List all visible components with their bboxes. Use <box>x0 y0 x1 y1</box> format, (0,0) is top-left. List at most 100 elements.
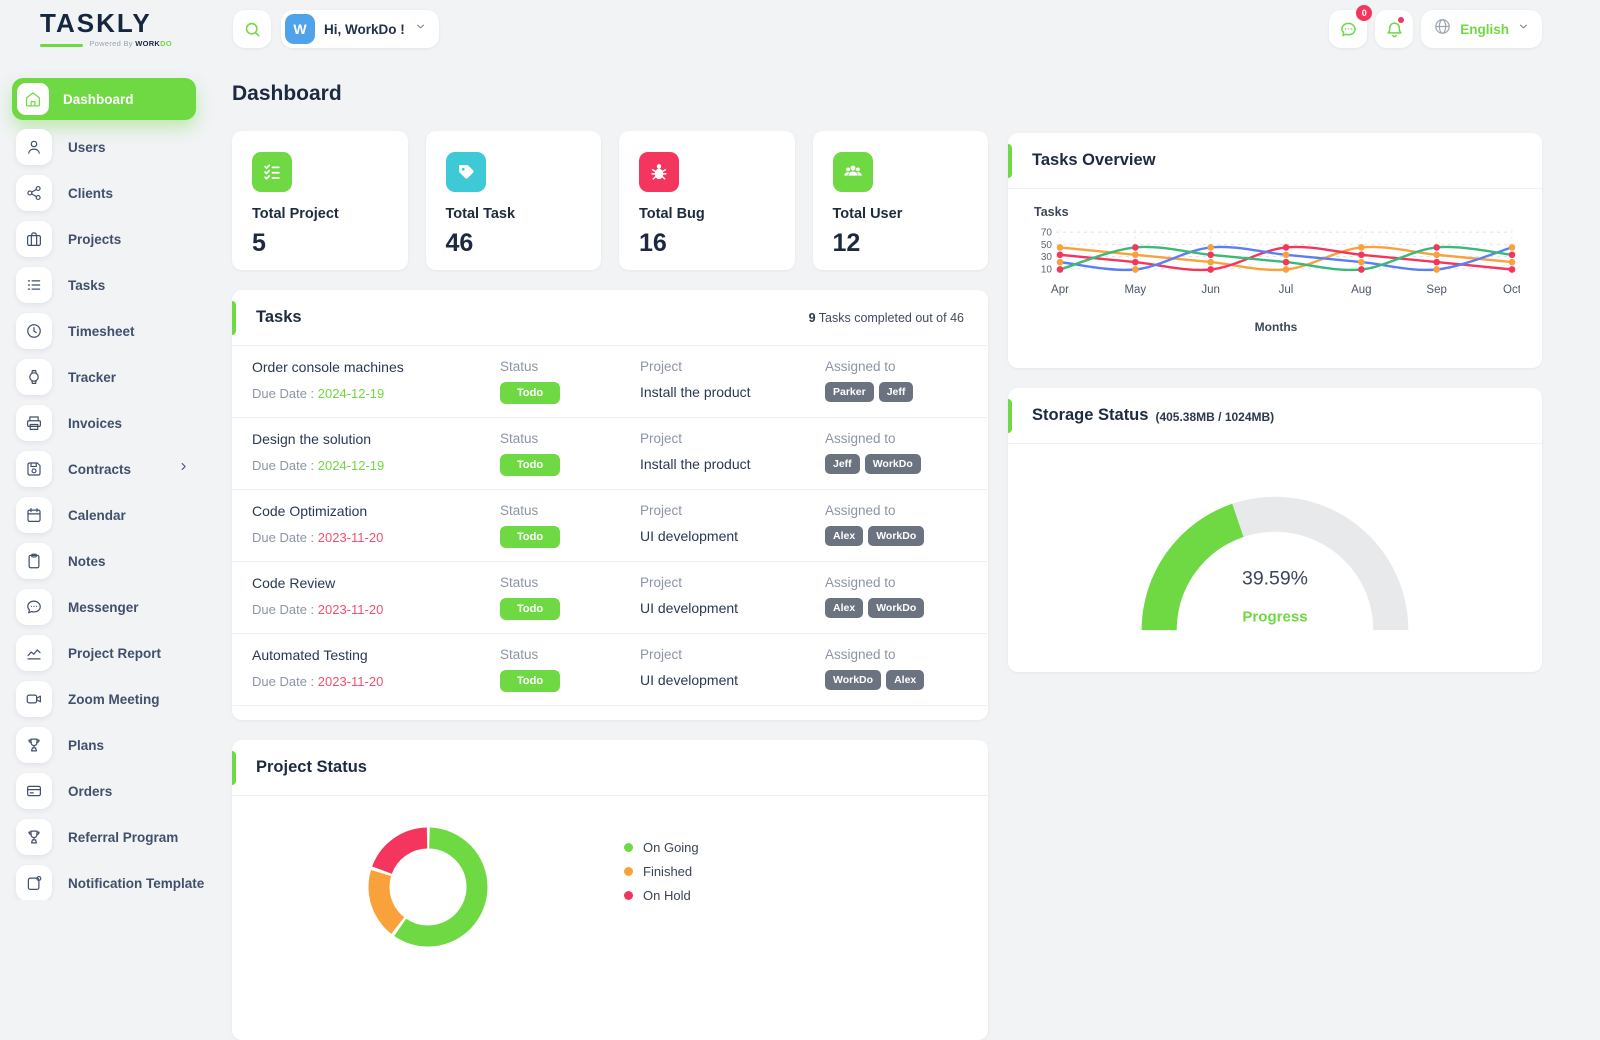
sidebar-item-users[interactable]: Users <box>12 124 208 170</box>
task-status-col: Status Todo <box>500 503 640 548</box>
project-label: Project <box>640 647 683 662</box>
project-status-body: On Going Finished On Hold <box>232 796 988 1040</box>
chevron-right-icon <box>177 460 190 478</box>
task-name: Automated Testing <box>252 647 368 663</box>
task-name: Code Review <box>252 575 336 591</box>
task-assigned-col: Assigned to Alex WorkDo <box>825 575 988 620</box>
message-count-badge: 0 <box>1356 5 1373 21</box>
legend-item-finished[interactable]: Finished <box>624 864 699 879</box>
project-label: Project <box>640 575 683 590</box>
task-info: Code Optimization Due Date : 2023-11-20 <box>252 503 500 548</box>
main-content: Dashboard Total Project 5 Total Task 46 Tota… <box>232 70 988 1040</box>
assignee-badge: WorkDo <box>868 598 925 618</box>
sidebar-item-label: Clients <box>68 185 114 201</box>
sidebar-item-notification-template[interactable]: Notification Template <box>12 860 208 900</box>
sidebar-item-label: Orders <box>68 783 113 799</box>
logo-underline <box>40 44 84 47</box>
sidebar-item-project-report[interactable]: Project Report <box>12 630 208 676</box>
sidebar-item-contracts[interactable]: Contracts <box>12 446 208 492</box>
assignee-badge: Alex <box>825 526 864 546</box>
tasks-overview-title: Tasks Overview <box>1032 151 1156 169</box>
logo-tagline: Powered By WORKDO <box>40 39 172 48</box>
globe-icon <box>1433 17 1452 41</box>
task-info: Code Review Due Date : 2023-11-20 <box>252 575 500 620</box>
project-name: UI development <box>640 528 739 544</box>
task-list: Order console machines Due Date : 2024-12… <box>232 346 988 706</box>
status-badge: Todo <box>500 598 561 620</box>
sidebar-item-messenger[interactable]: Messenger <box>12 584 208 630</box>
status-label: Status <box>500 503 539 518</box>
task-name: Code Optimization <box>252 503 368 519</box>
project-name: UI development <box>640 600 739 616</box>
sidebar-item-invoices[interactable]: Invoices <box>12 400 208 446</box>
messages-button[interactable]: 0 <box>1329 5 1373 48</box>
language-selector[interactable]: English <box>1421 10 1542 48</box>
stat-label: Total Bug <box>639 206 705 222</box>
sidebar-item-label: Project Report <box>68 645 162 661</box>
task-row-order-console-machines[interactable]: Order console machines Due Date : 2024-12… <box>232 346 988 418</box>
task-row-code-review[interactable]: Code Review Due Date : 2023-11-20 Status To… <box>232 562 988 634</box>
sidebar-item-label: Messenger <box>68 599 139 615</box>
avatar: W <box>285 14 315 44</box>
status-label: Status <box>500 431 539 446</box>
app-logo[interactable]: TASKLY Powered By WORKDO <box>0 10 212 48</box>
sidebar-item-plans[interactable]: Plans <box>12 722 208 768</box>
assignee-badges: WorkDo Alex <box>825 670 988 690</box>
stat-card-total-bug: Total Bug 16 <box>619 131 795 270</box>
search-button[interactable] <box>233 10 271 48</box>
sidebar-item-orders[interactable]: Orders <box>12 768 208 814</box>
task-row-design-the-solution[interactable]: Design the solution Due Date : 2024-12-19… <box>232 418 988 490</box>
legend-item-on-hold[interactable]: On Hold <box>624 888 699 903</box>
project-name: UI development <box>640 672 739 688</box>
task-name: Order console machines <box>252 359 404 375</box>
chevron-down-icon <box>1517 20 1530 38</box>
assignee-badge: WorkDo <box>868 526 925 546</box>
svg-text:30: 30 <box>1041 252 1053 263</box>
sidebar-item-referral-program[interactable]: Referral Program <box>12 814 208 860</box>
assignee-badge: Alex <box>886 670 925 690</box>
tag-icon <box>445 152 486 192</box>
project-label: Project <box>640 431 683 446</box>
clients-icon <box>16 175 52 211</box>
gauge-caption: Progress <box>1242 608 1307 625</box>
task-assigned-col: Assigned to WorkDo Alex <box>825 647 988 692</box>
calendar-icon <box>16 497 52 533</box>
project-label: Project <box>640 503 683 518</box>
legend-label: Finished <box>643 864 693 879</box>
sidebar-item-timesheet[interactable]: Timesheet <box>12 308 208 354</box>
task-row-code-optimization[interactable]: Code Optimization Due Date : 2023-11-20 St… <box>232 490 988 562</box>
stat-label: Total Task <box>445 206 516 222</box>
bell-icon <box>1387 21 1402 37</box>
stat-label: Total User <box>832 206 903 222</box>
sidebar-item-calendar[interactable]: Calendar <box>12 492 208 538</box>
video-icon <box>16 681 52 717</box>
sidebar-item-clients[interactable]: Clients <box>12 170 208 216</box>
legend-item-on-going[interactable]: On Going <box>624 840 699 855</box>
sidebar-item-tracker[interactable]: Tracker <box>12 354 208 400</box>
svg-text:Aug: Aug <box>1351 284 1371 296</box>
save-icon <box>16 451 52 487</box>
tasks-overview-card: Tasks Overview Tasks 70 50 30 10 Apr May Jun Ju… <box>1008 133 1542 368</box>
tasks-overview-header: Tasks Overview <box>1008 133 1542 189</box>
notifications-button[interactable] <box>1375 10 1414 48</box>
svg-text:Jun: Jun <box>1201 284 1220 296</box>
tasks-overview-body: Tasks 70 50 30 10 Apr May Jun Jul Aug Sep Oct Mont… <box>1008 189 1542 334</box>
sidebar-item-notes[interactable]: Notes <box>12 538 208 584</box>
project-label: Project <box>640 359 683 374</box>
stat-value: 12 <box>832 229 861 257</box>
template-icon <box>16 865 52 900</box>
sidebar-item-dashboard[interactable]: Dashboard <box>12 78 196 120</box>
user-menu[interactable]: W Hi, WorkDo ! <box>281 10 439 48</box>
project-name: Install the product <box>640 456 751 472</box>
task-due-date: Due Date : 2024-12-19 <box>252 386 385 401</box>
list-icon <box>16 267 52 303</box>
status-label: Status <box>500 359 539 374</box>
printer-icon <box>16 405 52 441</box>
project-status-donut-chart <box>368 827 488 947</box>
sidebar-item-zoom-meeting[interactable]: Zoom Meeting <box>12 676 208 722</box>
task-status-col: Status Todo <box>500 431 640 476</box>
sidebar-item-projects[interactable]: Projects <box>12 216 208 262</box>
sidebar-item-tasks[interactable]: Tasks <box>12 262 208 308</box>
task-row-automated-testing[interactable]: Automated Testing Due Date : 2023-11-20 St… <box>232 634 988 706</box>
assignee-badges: Alex WorkDo <box>825 526 988 546</box>
